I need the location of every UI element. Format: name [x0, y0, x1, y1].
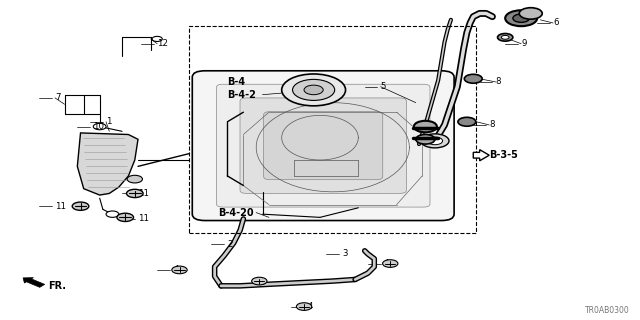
- FancyBboxPatch shape: [240, 98, 406, 193]
- Circle shape: [505, 10, 537, 26]
- Circle shape: [117, 213, 134, 221]
- Circle shape: [106, 211, 119, 217]
- Text: 7: 7: [55, 93, 60, 102]
- Circle shape: [152, 36, 163, 42]
- Circle shape: [296, 303, 312, 310]
- Text: B-4-20: B-4-20: [218, 208, 253, 218]
- Text: FR.: FR.: [49, 281, 67, 291]
- Circle shape: [127, 175, 143, 183]
- Text: 3: 3: [342, 250, 348, 259]
- Circle shape: [93, 123, 106, 130]
- Circle shape: [497, 34, 513, 41]
- Circle shape: [282, 74, 346, 106]
- Text: 11: 11: [138, 189, 149, 198]
- Bar: [189, 26, 476, 233]
- Text: 8: 8: [495, 77, 501, 86]
- Circle shape: [304, 85, 323, 95]
- Circle shape: [501, 36, 509, 39]
- Circle shape: [172, 266, 187, 274]
- FancyBboxPatch shape: [192, 71, 454, 220]
- Circle shape: [513, 14, 529, 22]
- Circle shape: [383, 260, 398, 268]
- Circle shape: [292, 79, 335, 100]
- Text: 9: 9: [521, 39, 527, 48]
- Text: 11: 11: [55, 202, 66, 211]
- Circle shape: [428, 137, 443, 145]
- Text: B-4-2: B-4-2: [227, 90, 256, 100]
- Text: B-3-5: B-3-5: [489, 150, 518, 160]
- Circle shape: [416, 134, 435, 144]
- Circle shape: [414, 121, 437, 132]
- FancyArrow shape: [23, 278, 45, 287]
- FancyArrow shape: [473, 150, 489, 161]
- Text: 4: 4: [307, 302, 313, 311]
- Text: 8: 8: [489, 120, 495, 130]
- Text: 2: 2: [227, 240, 233, 249]
- Text: 11: 11: [138, 214, 149, 223]
- Text: 4: 4: [384, 259, 389, 268]
- Text: 4: 4: [259, 278, 265, 287]
- FancyBboxPatch shape: [216, 84, 430, 207]
- FancyBboxPatch shape: [264, 112, 383, 180]
- Text: 5: 5: [381, 82, 386, 91]
- Circle shape: [465, 74, 482, 83]
- Text: 6: 6: [553, 19, 559, 28]
- Text: B-4: B-4: [227, 77, 246, 87]
- Circle shape: [252, 277, 267, 285]
- Text: TR0AB0300: TR0AB0300: [585, 306, 630, 315]
- Circle shape: [72, 202, 89, 210]
- Text: 10: 10: [93, 122, 104, 131]
- Circle shape: [458, 117, 476, 126]
- Polygon shape: [77, 133, 138, 195]
- Text: 1: 1: [106, 117, 111, 126]
- Text: 12: 12: [157, 39, 168, 48]
- Text: 4: 4: [173, 265, 179, 275]
- Circle shape: [127, 189, 143, 197]
- Circle shape: [421, 134, 449, 148]
- Circle shape: [519, 8, 542, 19]
